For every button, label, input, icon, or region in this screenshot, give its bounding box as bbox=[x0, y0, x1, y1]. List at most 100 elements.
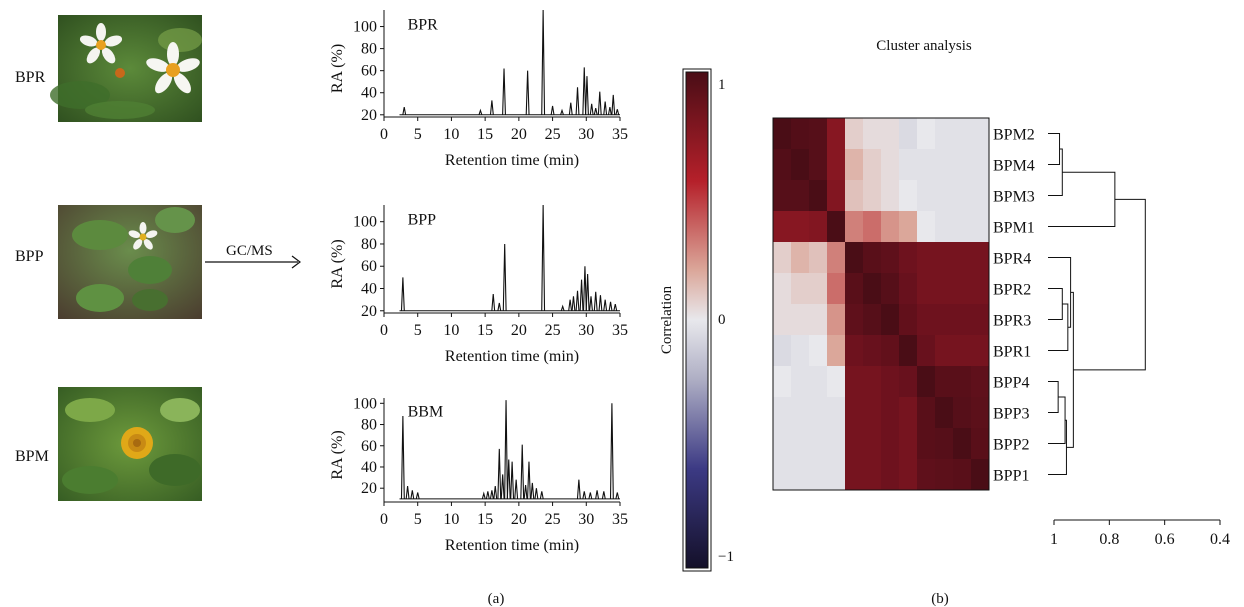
chromatogram-peak bbox=[525, 70, 530, 115]
heatmap-cell bbox=[971, 335, 990, 367]
chromatogram-peak bbox=[585, 274, 590, 311]
heatmap-cell bbox=[881, 397, 900, 429]
x-tick-label: 30 bbox=[578, 126, 594, 143]
heatmap-cell bbox=[809, 304, 828, 336]
heatmap-cell bbox=[773, 180, 792, 212]
heatmap-cell bbox=[809, 118, 828, 150]
panel-b: 1 0 −1 Correlation Cluster analysis BPM2… bbox=[659, 38, 1230, 607]
heatmap-cell bbox=[827, 273, 846, 305]
chromatogram-peak bbox=[497, 448, 502, 499]
heatmap-cell bbox=[881, 149, 900, 181]
x-tick-label: 10 bbox=[443, 126, 459, 143]
heatmap-cell bbox=[935, 118, 954, 150]
heatmap-cell bbox=[863, 428, 882, 460]
sample-photo-bpr bbox=[50, 15, 202, 122]
heatmap-cell bbox=[935, 304, 954, 336]
heatmap-cell bbox=[827, 459, 846, 491]
sample-label-bpp: BPP bbox=[15, 248, 44, 265]
y-tick-label: 20 bbox=[361, 303, 377, 320]
heatmap-cell bbox=[845, 118, 864, 150]
x-tick-label: 0 bbox=[380, 126, 388, 143]
heatmap-cell bbox=[809, 428, 828, 460]
heatmap-cell bbox=[827, 149, 846, 181]
heatmap-cell bbox=[773, 242, 792, 274]
heatmap-cell bbox=[971, 459, 990, 491]
y-tick-label: 80 bbox=[361, 41, 377, 58]
heatmap-cell bbox=[917, 304, 936, 336]
y-tick-label: 40 bbox=[361, 281, 377, 298]
heatmap-cell bbox=[863, 335, 882, 367]
heatmap-cell bbox=[863, 459, 882, 491]
chromatogram-peak bbox=[598, 295, 603, 311]
heatmap-cell bbox=[953, 180, 972, 212]
chromatogram-peak bbox=[609, 403, 614, 499]
heatmap-cell bbox=[809, 180, 828, 212]
chromatogram-peak bbox=[568, 102, 573, 115]
chromatogram-peak bbox=[504, 400, 508, 499]
chromatogram-peak bbox=[400, 277, 405, 311]
x-tick-label: 5 bbox=[414, 322, 422, 339]
chromatogram-peak bbox=[502, 68, 506, 115]
y-tick-label: 100 bbox=[353, 19, 377, 36]
x-tick-label: 5 bbox=[414, 511, 422, 528]
dendrogram-link bbox=[1048, 171, 1116, 227]
heatmap-cell bbox=[845, 149, 864, 181]
chromatogram-peak bbox=[603, 101, 608, 115]
heatmap-cell bbox=[935, 366, 954, 398]
chromatogram-peak bbox=[560, 108, 564, 115]
y-tick-label: 80 bbox=[361, 236, 377, 253]
heatmap-cell bbox=[953, 459, 972, 491]
heatmap-cell bbox=[899, 211, 918, 243]
heatmap-cell bbox=[827, 335, 846, 367]
heatmap-cell bbox=[845, 180, 864, 212]
heatmap-cell bbox=[953, 397, 972, 429]
heatmap-row-label: BPP4 bbox=[993, 375, 1029, 392]
y-tick-label: 40 bbox=[361, 459, 377, 476]
chart-annotation: BPR bbox=[408, 16, 439, 33]
dendrogram-branch bbox=[1048, 396, 1066, 444]
heatmap-cell bbox=[881, 180, 900, 212]
chromatogram-peak bbox=[500, 474, 505, 499]
heatmap-cell bbox=[809, 273, 828, 305]
x-axis-label: Retention time (min) bbox=[445, 152, 579, 169]
x-tick-label: 25 bbox=[545, 511, 561, 528]
heatmap-cell bbox=[881, 242, 900, 274]
heatmap-cell bbox=[827, 397, 846, 429]
heatmap-cell bbox=[791, 118, 810, 150]
heatmap-cell bbox=[971, 366, 990, 398]
x-axis-label: Retention time (min) bbox=[445, 348, 579, 365]
heatmap-cell bbox=[935, 242, 954, 274]
heatmap-cell bbox=[935, 211, 954, 243]
chromatogram-peak bbox=[595, 490, 600, 499]
heatmap-cell bbox=[881, 118, 900, 150]
heatmap-cell bbox=[899, 459, 918, 491]
x-tick-label: 15 bbox=[477, 322, 493, 339]
x-tick-label: 30 bbox=[578, 511, 594, 528]
chromatogram-peak bbox=[588, 492, 593, 499]
chromatogram-peak bbox=[601, 491, 606, 499]
heatmap-cell bbox=[917, 149, 936, 181]
heatmap-cell bbox=[953, 366, 972, 398]
dendrogram-branch bbox=[1048, 288, 1063, 320]
dendrogram-link bbox=[1048, 288, 1063, 320]
heatmap-row-label: BPP2 bbox=[993, 437, 1029, 454]
heatmap-cell bbox=[827, 366, 846, 398]
heatmap-cell bbox=[809, 242, 828, 274]
heatmap-cell bbox=[899, 335, 918, 367]
gcms-arrow bbox=[205, 255, 301, 269]
chromatogram-peak bbox=[497, 302, 502, 311]
heatmap-cell bbox=[863, 304, 882, 336]
chromatogram-peak bbox=[506, 459, 511, 499]
chart-annotation: BBM bbox=[408, 404, 444, 421]
chromatogram-peak bbox=[478, 108, 483, 115]
y-axis-label: RA (%) bbox=[329, 44, 346, 93]
y-tick-label: 60 bbox=[361, 258, 377, 275]
dendrogram: 1 0.8 0.6 0.4 bbox=[1048, 133, 1230, 548]
heatmap-cell bbox=[899, 366, 918, 398]
panel-b-label: (b) bbox=[931, 591, 949, 607]
heatmap-cell bbox=[881, 304, 900, 336]
colorbar-label: Correlation bbox=[659, 285, 675, 354]
chromatogram-peak bbox=[579, 279, 584, 311]
chromatogram-trace bbox=[399, 204, 620, 312]
chromatogram-peak bbox=[582, 67, 587, 115]
